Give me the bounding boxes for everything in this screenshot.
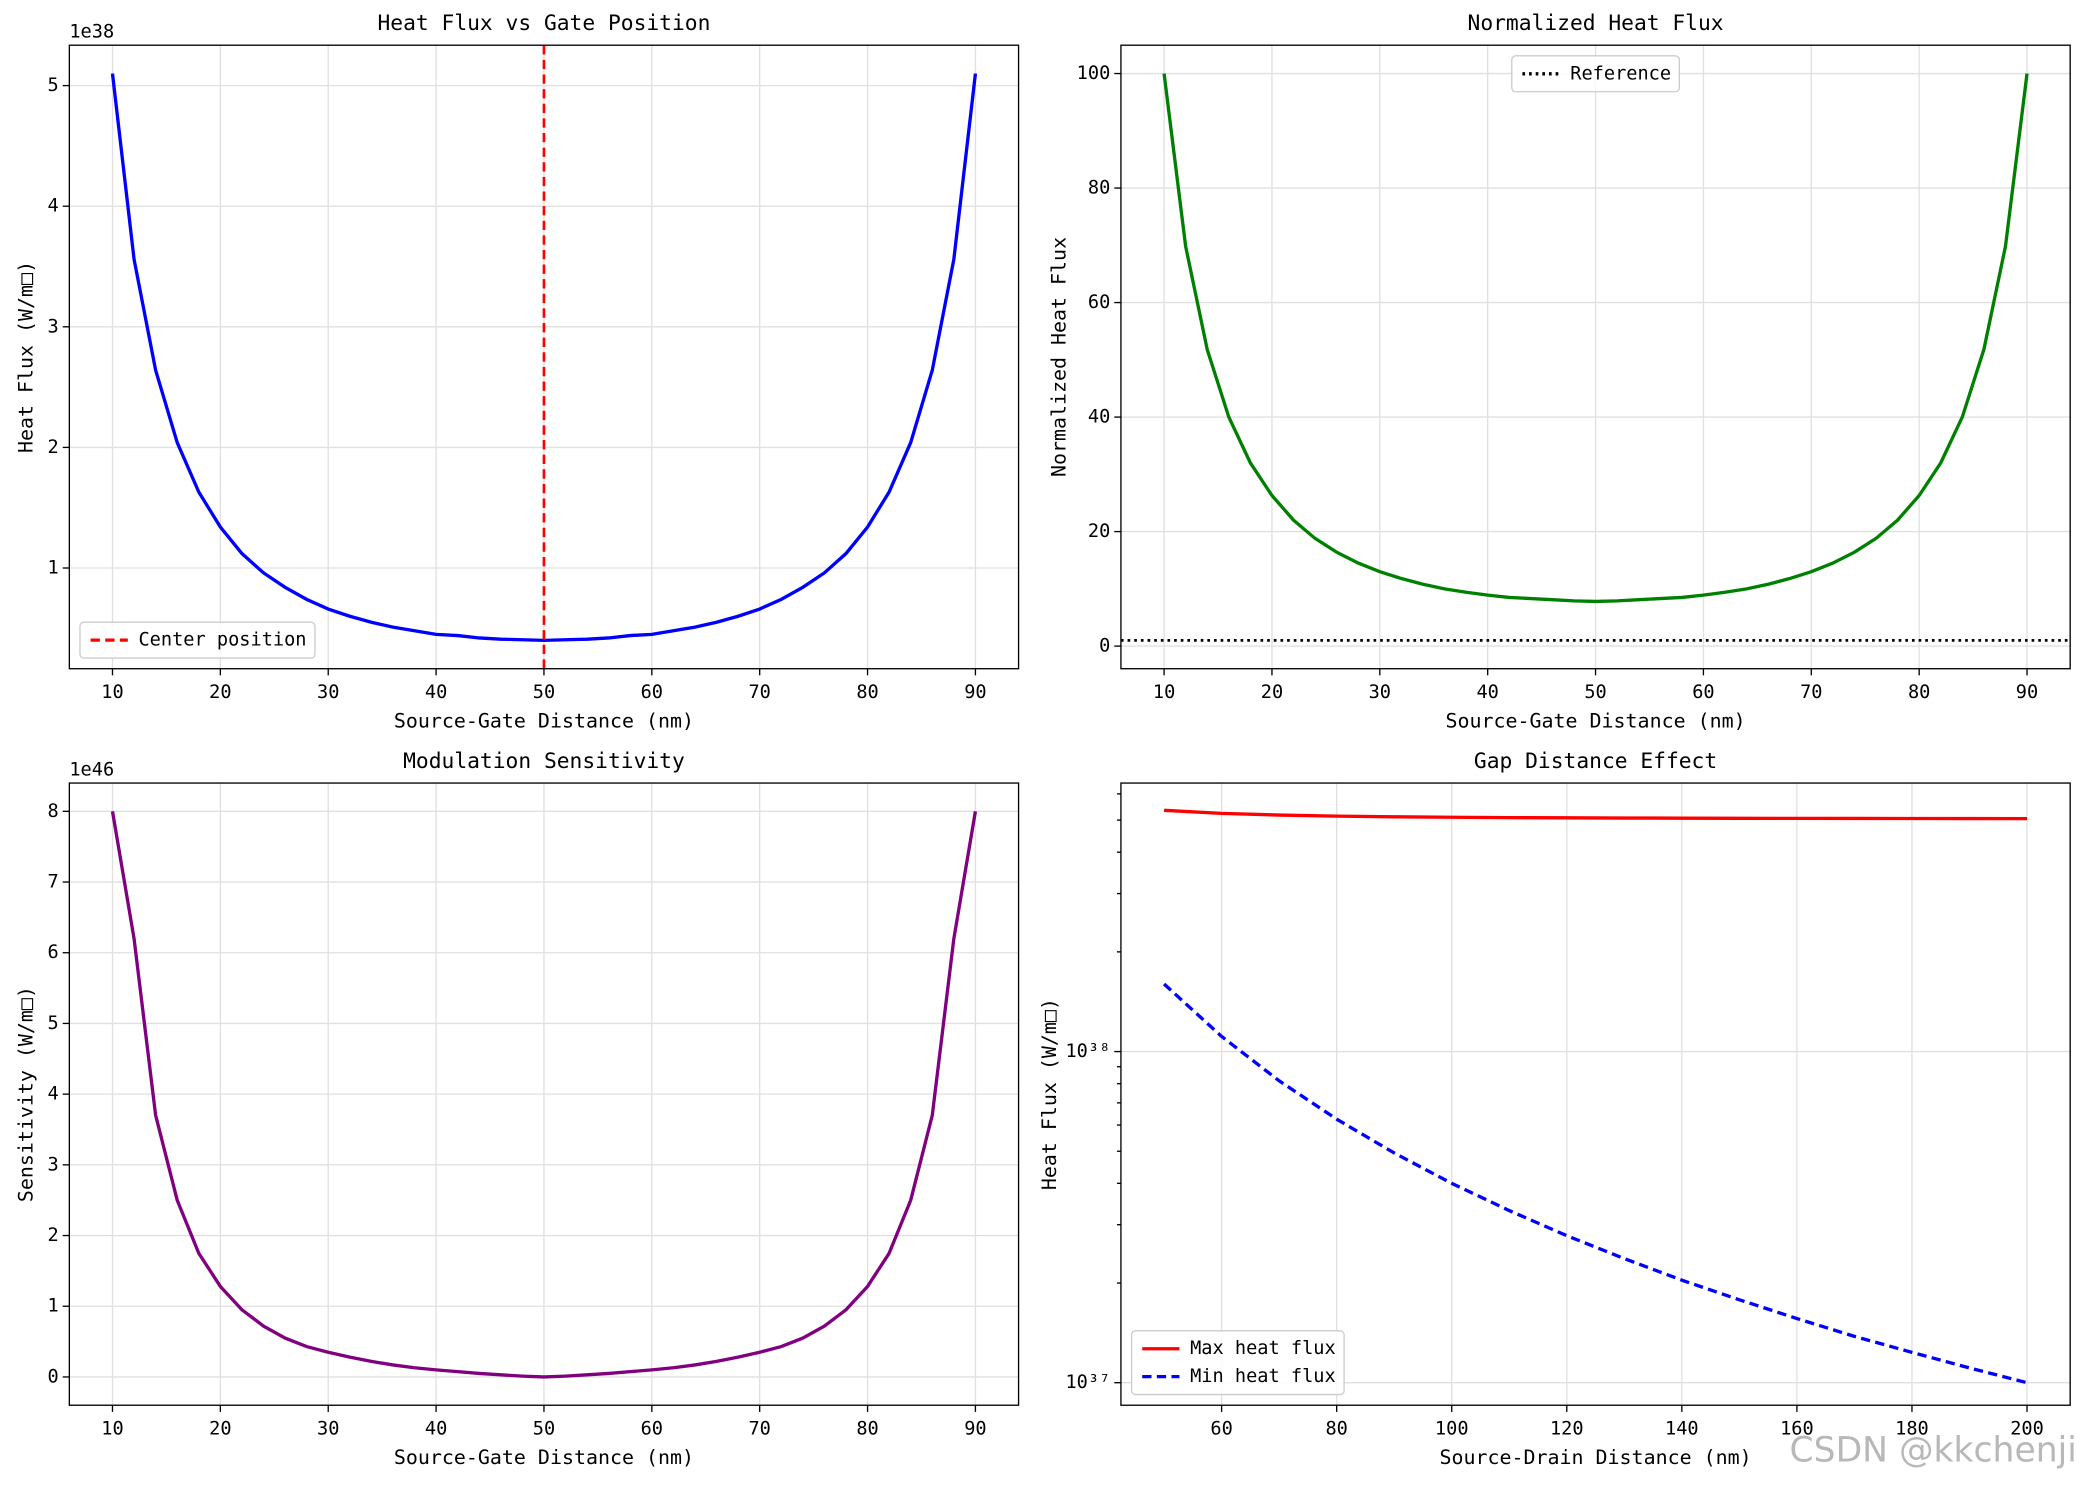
y-tick-label: 7 <box>47 872 58 893</box>
legend-box <box>1511 55 1681 93</box>
y-tick-label: 100 <box>1077 63 1111 84</box>
x-tick-label: 40 <box>425 1419 447 1440</box>
x-tick-label: 60 <box>641 682 663 703</box>
x-tick-label: 70 <box>748 1419 770 1440</box>
axes-frame <box>68 44 1020 670</box>
watermark: CSDN @kkchenji <box>1790 1430 2077 1470</box>
x-tick-label: 160 <box>1780 1419 1814 1440</box>
series-line <box>1162 982 2028 1385</box>
subplot: 10 20 30 40 50 60 70 80 90 1 2 3 4 5 Heat Flux vs Gate… <box>13 11 1020 732</box>
x-tick-label: 20 <box>1261 682 1283 703</box>
y-axis-label: Sensitivity (W/m□) <box>13 986 37 1202</box>
legend: Max heat flux Min heat flux <box>1130 1330 1345 1396</box>
axes-frame <box>1120 782 2071 1406</box>
y-tick-label: 80 <box>1088 178 1110 199</box>
y-tick-label: 8 <box>47 801 58 822</box>
x-axis-label: Source-Gate Distance (nm) <box>394 708 694 732</box>
x-tick-label: 10 <box>101 682 123 703</box>
y-axis-label: Normalized Heat Flux <box>1046 237 1070 477</box>
x-tick-label: 80 <box>856 1419 878 1440</box>
subplot-title: Modulation Sensitivity <box>403 749 685 774</box>
y-axis-label: Heat Flux (W/m□) <box>1037 998 1061 1190</box>
x-tick-label: 80 <box>1325 1419 1347 1440</box>
x-tick-label: 30 <box>317 682 339 703</box>
y-axis-label: Heat Flux (W/m□) <box>13 261 37 453</box>
x-tick-label: 100 <box>1435 1419 1469 1440</box>
series-line <box>110 811 978 1379</box>
x-tick-label: 80 <box>1908 682 1930 703</box>
y-tick-label: 0 <box>1099 636 1110 657</box>
series-line <box>1163 808 2028 821</box>
y-tick-label: 6 <box>47 942 58 963</box>
x-axis-label: Source-Gate Distance (nm) <box>394 1445 694 1469</box>
subplot: 10 20 30 40 50 60 70 80 90 0 1 2 3 4 5 6 7 8 Modulation Se… <box>13 749 1020 1469</box>
y-tick-label: 4 <box>47 1084 58 1105</box>
x-tick-label: 120 <box>1550 1419 1584 1440</box>
x-axis-label: Source-Drain Distance (nm) <box>1440 1445 1752 1469</box>
subplot: 60 80 100 120 140 160 180 200 10³⁷ 10³⁸ Gap Distan… <box>1037 749 2071 1469</box>
subplot-title: Gap Distance Effect <box>1474 749 1717 774</box>
x-tick-label: 200 <box>2010 1419 2044 1440</box>
x-tick-label: 140 <box>1665 1419 1699 1440</box>
legend-label: Center position <box>138 630 306 651</box>
series-line <box>1162 73 2029 604</box>
legend-label: Max heat flux <box>1190 1338 1336 1359</box>
axes-frame <box>68 782 1020 1406</box>
x-tick-label: 40 <box>425 682 447 703</box>
x-tick-label: 50 <box>533 1419 555 1440</box>
x-tick-label: 60 <box>1210 1419 1232 1440</box>
x-tick-label: 90 <box>964 1419 986 1440</box>
x-tick-label: 60 <box>1692 682 1714 703</box>
x-tick-label: 180 <box>1895 1419 1929 1440</box>
x-tick-label: 90 <box>2016 682 2038 703</box>
y-tick-label: 2 <box>47 437 58 458</box>
subplot-title: Normalized Heat Flux <box>1468 11 1724 36</box>
offset-text: 1e38 <box>69 21 114 42</box>
y-tick-label: 0 <box>47 1366 58 1387</box>
x-axis-label: Source-Gate Distance (nm) <box>1446 708 1746 732</box>
y-tick-label: 5 <box>47 1013 58 1034</box>
x-tick-label: 90 <box>964 682 986 703</box>
legend-box <box>1130 1330 1345 1396</box>
x-tick-label: 70 <box>748 682 770 703</box>
legend-label: Reference <box>1570 63 1671 84</box>
x-tick-label: 30 <box>1369 682 1391 703</box>
x-tick-label: 80 <box>856 682 878 703</box>
y-tick-label: 40 <box>1088 407 1110 428</box>
y-tick-label: 3 <box>47 1154 58 1175</box>
y-tick-label: 20 <box>1088 521 1110 542</box>
y-tick-label: 4 <box>47 196 58 217</box>
y-tick-label: 10³⁷ <box>1065 1372 1110 1393</box>
y-tick-label: 1 <box>47 558 58 579</box>
subplot-title: Heat Flux vs Gate Position <box>378 11 711 36</box>
axes-frame <box>1120 44 2071 670</box>
y-tick-label: 2 <box>47 1225 58 1246</box>
y-tick-label: 60 <box>1088 292 1110 313</box>
x-tick-label: 50 <box>533 682 555 703</box>
offset-text: 1e46 <box>69 759 114 780</box>
legend: Center position <box>79 621 316 659</box>
series-line <box>110 73 978 643</box>
x-tick-label: 70 <box>1800 682 1822 703</box>
subplot: 10 20 30 40 50 60 70 80 90 0 20 40 60 80 100 Normalized… <box>1046 11 2071 732</box>
y-tick-label: 3 <box>47 316 58 337</box>
y-tick-label: 5 <box>47 75 58 96</box>
x-tick-label: 10 <box>1153 682 1175 703</box>
x-tick-label: 50 <box>1584 682 1606 703</box>
y-tick-label: 10³⁸ <box>1065 1041 1110 1062</box>
x-tick-label: 20 <box>209 1419 231 1440</box>
x-tick-label: 10 <box>101 1419 123 1440</box>
legend-box <box>79 621 316 659</box>
x-tick-label: 30 <box>317 1419 339 1440</box>
x-tick-label: 40 <box>1476 682 1498 703</box>
x-tick-label: 20 <box>209 682 231 703</box>
legend: Reference <box>1511 55 1681 93</box>
legend-label: Min heat flux <box>1190 1366 1336 1387</box>
y-tick-label: 1 <box>47 1296 58 1317</box>
x-tick-label: 60 <box>641 1419 663 1440</box>
